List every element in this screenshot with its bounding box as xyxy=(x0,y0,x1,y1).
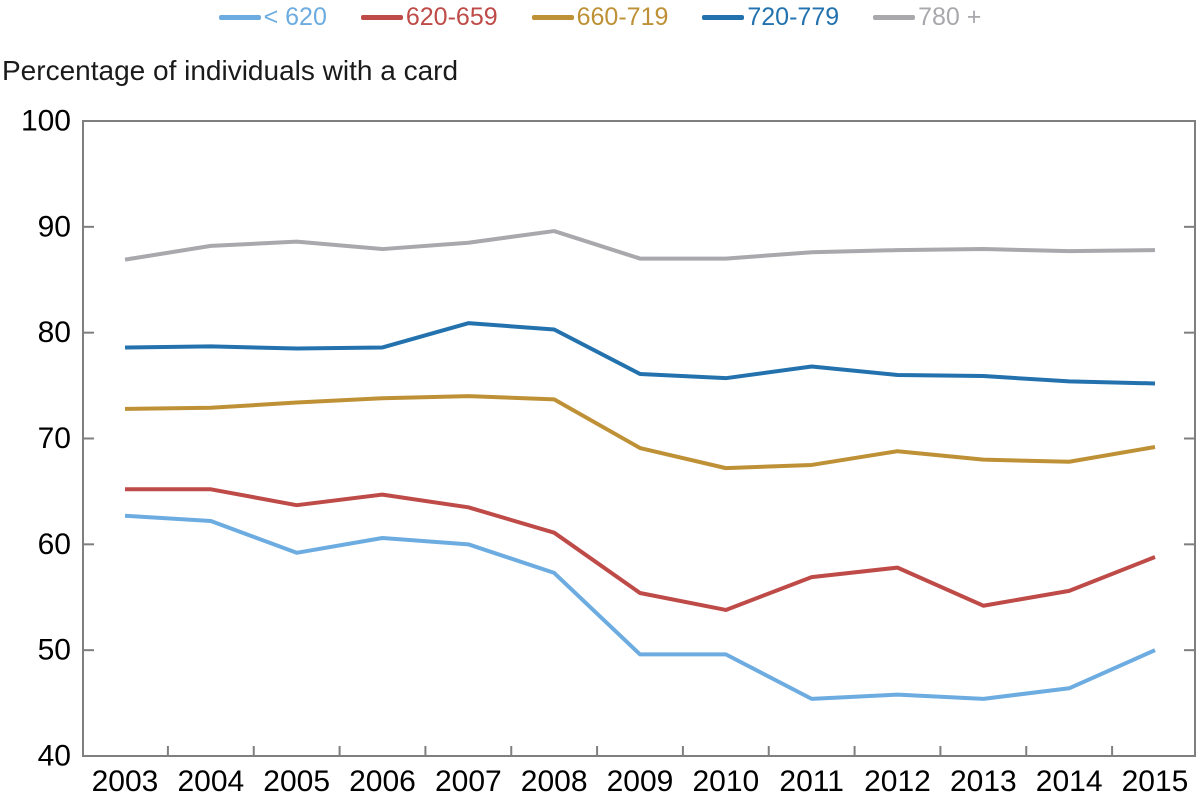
y-axis-label-40: 40 xyxy=(38,740,71,773)
series-line-720-779 xyxy=(124,321,1156,386)
legend-line-swatch-icon xyxy=(531,14,574,20)
legend-label: 660-719 xyxy=(576,2,669,31)
legend-item-0: < 620 xyxy=(218,2,327,31)
legend-label: 720-779 xyxy=(747,2,840,31)
legend-item-3: 720-779 xyxy=(702,2,840,31)
x-axis-label-2007: 2007 xyxy=(435,765,502,798)
x-axis-label-2011: 2011 xyxy=(779,765,844,798)
series-line-<620 xyxy=(124,513,1156,701)
x-axis-label-2012: 2012 xyxy=(864,765,931,798)
y-axis-label-60: 60 xyxy=(38,528,71,561)
legend-line-swatch-icon xyxy=(702,14,745,20)
y-axis-label-50: 50 xyxy=(38,634,71,667)
x-axis-label-2010: 2010 xyxy=(692,765,759,798)
x-axis-label-2009: 2009 xyxy=(607,765,674,798)
legend-item-1: 620-659 xyxy=(360,2,498,31)
y-axis-label-70: 70 xyxy=(38,422,71,455)
series-line-660-719 xyxy=(124,394,1156,471)
legend-line-swatch-icon xyxy=(218,14,261,20)
x-axis-label-2005: 2005 xyxy=(263,765,330,798)
x-axis-label-2004: 2004 xyxy=(177,765,244,798)
legend: < 620 620-659 660-719 720-779 780 + xyxy=(0,3,1200,31)
plot-frame xyxy=(82,120,1196,757)
series-line-780+ xyxy=(124,229,1156,262)
y-axis-label-80: 80 xyxy=(38,316,71,349)
x-axis-label-2015: 2015 xyxy=(1122,765,1189,798)
x-axis-label-2003: 2003 xyxy=(92,765,159,798)
x-axis-label-2008: 2008 xyxy=(521,765,588,798)
x-axis-label-2014: 2014 xyxy=(1036,765,1103,798)
x-axis-label-2006: 2006 xyxy=(349,765,416,798)
series-line-620-659 xyxy=(125,487,1156,612)
legend-label: 620-659 xyxy=(405,2,498,31)
legend-label: < 620 xyxy=(263,2,327,31)
chart-title: Percentage of individuals with a card xyxy=(2,55,459,86)
legend-label: 780 + xyxy=(918,2,982,31)
y-axis-label-90: 90 xyxy=(38,210,71,243)
legend-item-2: 660-719 xyxy=(531,2,669,31)
legend-line-swatch-icon xyxy=(360,14,403,20)
x-axis-label-2013: 2013 xyxy=(950,765,1017,798)
legend-line-swatch-icon xyxy=(873,14,916,20)
legend-item-4: 780 + xyxy=(873,2,982,31)
y-axis-label-100: 100 xyxy=(21,105,71,138)
